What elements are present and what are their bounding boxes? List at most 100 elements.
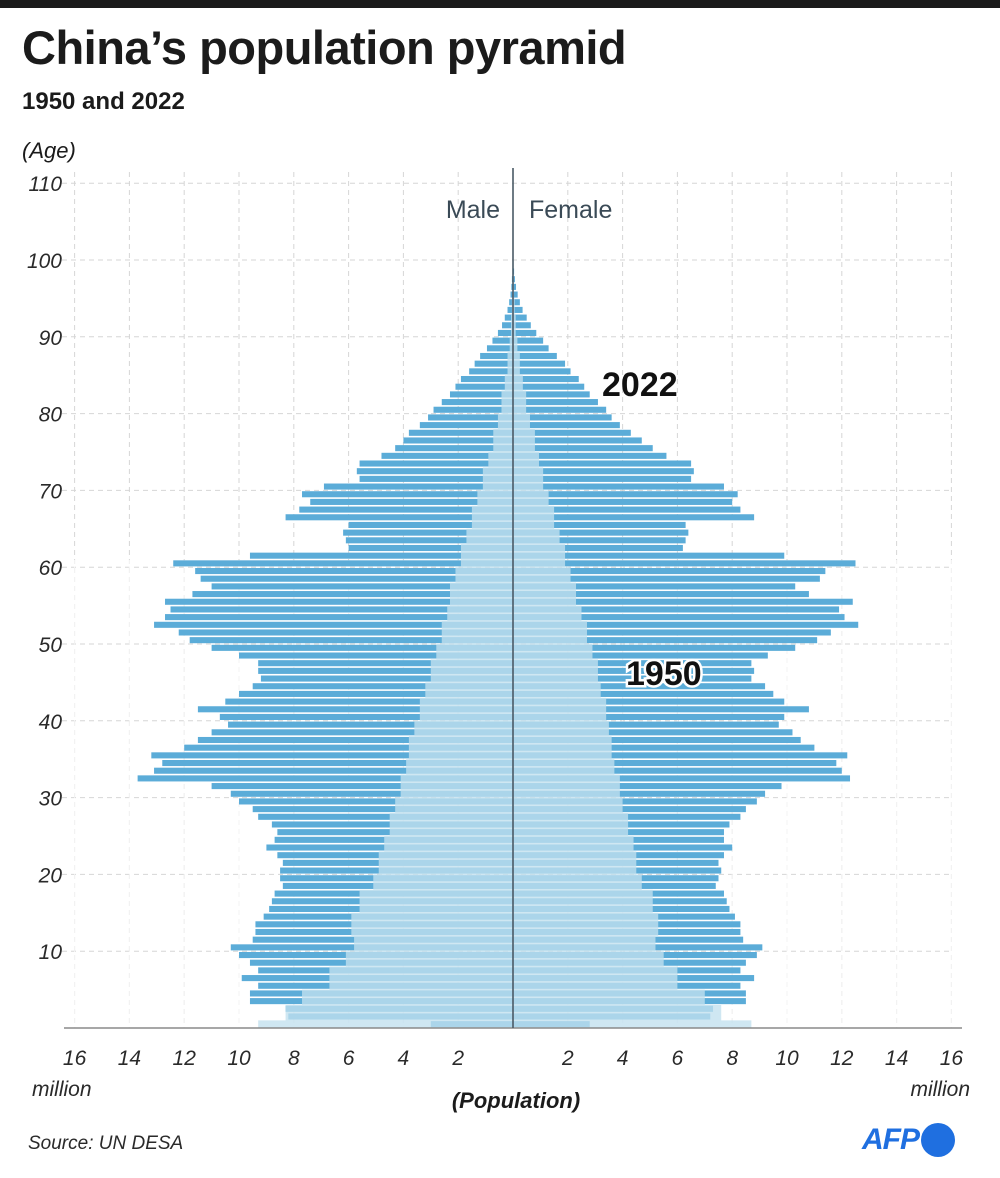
bar-2022-female xyxy=(513,506,741,513)
bar-2022-male xyxy=(252,683,513,690)
bar-2022-female xyxy=(513,713,785,720)
x-tick-label: 10 xyxy=(775,1047,799,1070)
bar-2022-male xyxy=(285,514,513,521)
bar-2022-female xyxy=(513,529,689,536)
bar-2022-female xyxy=(513,437,642,444)
bar-2022-male xyxy=(480,352,513,360)
bar-2022-male xyxy=(395,445,513,452)
bar-2022-male xyxy=(359,460,513,467)
bar-2022-female xyxy=(513,575,820,582)
y-tick-label: 80 xyxy=(39,404,63,427)
bar-2022-male xyxy=(195,568,513,575)
bar-2022-female xyxy=(513,345,549,352)
y-tick-label: 30 xyxy=(39,788,63,811)
bar-2022-female xyxy=(513,637,818,644)
bar-2022-female xyxy=(513,314,527,321)
y-tick-label: 100 xyxy=(27,250,62,273)
bar-2022-male xyxy=(449,391,513,398)
bar-2022-male xyxy=(239,652,513,659)
y-axis-label: (Age) xyxy=(22,138,76,163)
bar-2022-male xyxy=(359,475,513,482)
bar-2022-male xyxy=(197,736,513,744)
bar-2022-male xyxy=(348,521,513,528)
x-tick-label: 4 xyxy=(398,1047,410,1070)
bar-2022-female xyxy=(513,568,826,575)
bar-2022-female xyxy=(513,406,607,413)
bar-2022-female xyxy=(513,276,515,283)
bar-2022-male xyxy=(151,752,513,759)
bar-2022-male xyxy=(165,614,513,621)
bar-2022-male xyxy=(356,468,513,475)
bar-2022-male xyxy=(469,368,513,375)
y-tick-label: 70 xyxy=(39,480,63,503)
bar-2022-male xyxy=(492,337,513,344)
bar-2022-male xyxy=(154,621,513,628)
bar-2022-female xyxy=(513,283,517,290)
bar-2022-female xyxy=(513,475,692,482)
bar-2022-male xyxy=(200,575,513,582)
afp-logo-text: AFP xyxy=(862,1123,920,1156)
x-tick-label: 14 xyxy=(118,1047,141,1070)
bar-2022-female xyxy=(513,614,845,621)
bar-2022-male xyxy=(162,760,513,767)
bar-2022-male xyxy=(403,437,513,444)
x-axis-label: (Population) xyxy=(452,1088,580,1113)
bar-2022-female xyxy=(513,299,520,306)
bar-2022-female xyxy=(513,521,686,528)
bar-2022-female xyxy=(513,667,755,674)
bar-2022-male xyxy=(258,667,513,674)
x-tick-label: 8 xyxy=(726,1047,738,1070)
bar-2022-female xyxy=(513,752,848,759)
bar-2022-male xyxy=(228,721,514,728)
bar-2022-male xyxy=(343,529,513,536)
bar-2022-female xyxy=(513,652,768,659)
bar-2022-female xyxy=(513,706,809,713)
y-tick-label: 40 xyxy=(39,711,63,734)
bar-2022-female xyxy=(513,598,853,605)
bar-2022-male xyxy=(441,399,513,406)
bar-2022-male xyxy=(348,544,513,552)
bar-2022-male xyxy=(510,291,513,298)
series-1950 xyxy=(258,252,752,1028)
bar-2022-female xyxy=(513,767,842,774)
bar-2022-female xyxy=(513,775,851,782)
bar-2022-female xyxy=(513,736,801,744)
afp-logo-dot xyxy=(921,1123,955,1157)
x-tick-label: 8 xyxy=(288,1047,300,1070)
x-tick-label: 4 xyxy=(617,1047,629,1070)
y-tick-label: 90 xyxy=(39,327,63,350)
x-unit-left: million xyxy=(32,1078,92,1101)
bar-2022-female xyxy=(513,798,757,805)
bar-2022-female xyxy=(513,729,793,736)
bar-2022-male xyxy=(504,314,513,321)
bar-2022-male xyxy=(310,498,513,505)
bar-2022-female xyxy=(513,498,733,505)
bar-2022-female xyxy=(513,337,544,344)
bar-2022-male xyxy=(497,329,513,336)
series-label-1950: 1950 xyxy=(626,655,702,693)
bar-2022-male xyxy=(189,637,513,644)
bar-2022-female xyxy=(513,537,686,544)
bar-2022-female xyxy=(513,675,752,682)
bar-2022-male xyxy=(302,491,513,498)
bar-2022-female xyxy=(513,360,566,367)
bar-2022-male xyxy=(502,322,513,329)
bar-2022-female xyxy=(513,445,653,452)
bar-2022-male xyxy=(211,644,513,651)
bar-2022-male xyxy=(211,583,513,590)
afp-logo: AFP xyxy=(862,1120,955,1160)
bar-2022-male xyxy=(258,813,513,820)
area-1950-female xyxy=(513,252,752,1028)
bar-2022-male xyxy=(225,698,514,705)
bar-2022-male xyxy=(197,706,513,713)
bar-2022-male xyxy=(381,452,513,459)
x-tick-labels: 16 14 12 10 8 6 4 2 2 4 6 8 10 12 14 16 xyxy=(63,1047,963,1070)
bar-2022-female xyxy=(513,414,612,421)
bar-2022-male xyxy=(211,729,513,736)
bar-2022-male xyxy=(173,560,514,567)
bar-2022-male xyxy=(137,775,513,782)
bar-2022-female xyxy=(513,376,579,383)
y-tick-label: 10 xyxy=(39,941,63,964)
x-tick-label: 14 xyxy=(885,1047,908,1070)
x-tick-label: 10 xyxy=(227,1047,251,1070)
